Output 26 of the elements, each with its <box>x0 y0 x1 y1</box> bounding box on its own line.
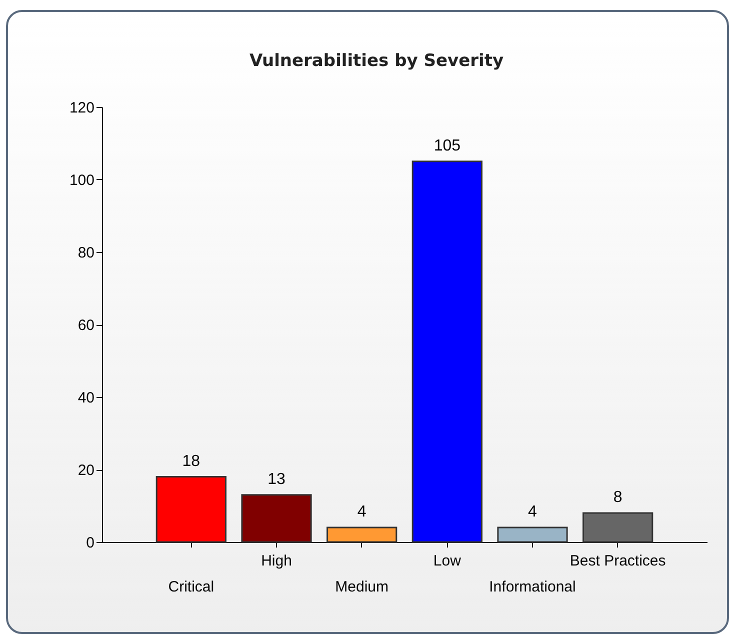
data-label: 13 <box>268 470 286 488</box>
y-tick-label: 100 <box>69 172 94 189</box>
x-tick-label: Informational <box>489 578 576 596</box>
x-tick-label: Best Practices <box>570 552 666 570</box>
bar <box>156 476 226 543</box>
y-tick-label: 60 <box>78 317 94 334</box>
bar <box>241 494 312 543</box>
data-label: 4 <box>357 504 366 520</box>
data-label: 18 <box>182 452 200 470</box>
data-label: 8 <box>613 489 622 506</box>
x-tick-label: Medium <box>335 578 389 596</box>
y-tick-label: 20 <box>78 462 94 479</box>
bar <box>326 526 398 543</box>
x-tick-label: High <box>261 552 292 570</box>
data-label: 4 <box>528 504 538 520</box>
y-tick-label: 40 <box>78 390 94 406</box>
y-tick-label: 80 <box>78 244 94 262</box>
data-label: 105 <box>434 137 461 154</box>
chart-title: Vulnerabilities by Severity <box>249 51 504 71</box>
y-tick-label: 120 <box>69 100 94 116</box>
bar <box>497 526 568 543</box>
y-tick-label: 0 <box>86 534 94 552</box>
bar <box>412 160 482 543</box>
x-tick-label: Low <box>433 552 462 570</box>
x-tick-label: Critical <box>168 578 214 596</box>
bar <box>582 512 654 543</box>
